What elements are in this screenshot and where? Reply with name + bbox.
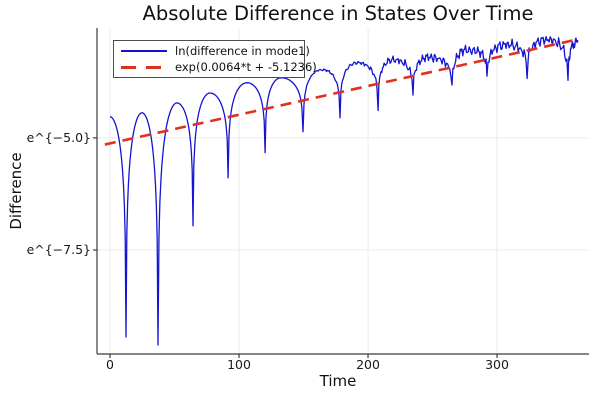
legend-label-red: exp(0.0064*t + -5.1236): [175, 60, 317, 75]
x-axis-label: Time: [319, 372, 357, 390]
legend-item-red: exp(0.0064*t + -5.1236): [114, 60, 317, 74]
x-tick-label: 200: [356, 357, 380, 372]
blue-data-line: [109, 36, 579, 346]
y-axis-label: Difference: [7, 152, 25, 230]
legend-box: ln(difference in mode1) exp(0.0064*t + -…: [113, 40, 317, 78]
red-fit-line: [104, 38, 576, 146]
red-dashed-line-swatch: [121, 65, 167, 69]
legend-item-blue: ln(difference in mode1): [114, 44, 310, 58]
x-tick-label: 100: [227, 357, 251, 372]
x-tick-label: 0: [106, 357, 114, 372]
x-tick-label: 300: [485, 357, 509, 372]
blue-solid-line-swatch: [121, 49, 167, 52]
legend-label-blue: ln(difference in mode1): [175, 43, 310, 58]
y-tick-label: e^{−5.0}: [26, 129, 91, 145]
y-tick-label: e^{−7.5}: [26, 241, 91, 257]
chart-title: Absolute Difference in States Over Time: [142, 2, 534, 25]
